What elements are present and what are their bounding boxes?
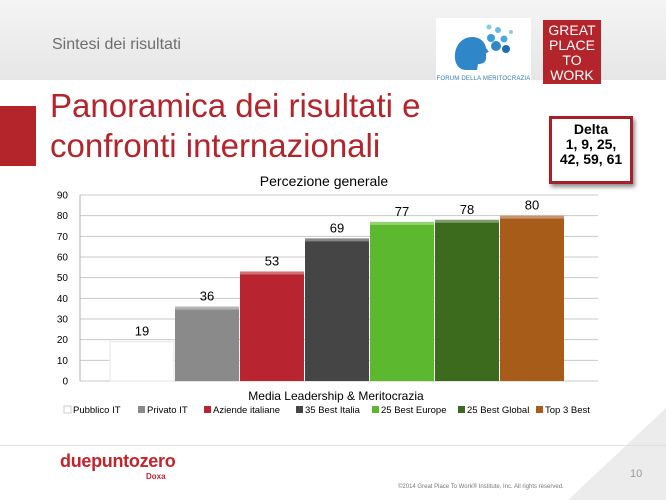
legend-swatch xyxy=(536,406,543,413)
legend-label: Pubblico IT xyxy=(73,405,121,416)
doxa-logo: Doxa xyxy=(146,472,166,481)
y-tick-label: 60 xyxy=(57,253,69,264)
page-number: 10 xyxy=(630,468,643,480)
data-label: 77 xyxy=(395,204,409,219)
bar-top-highlight xyxy=(305,238,369,242)
legend-swatch xyxy=(458,406,465,413)
legend-swatch xyxy=(372,406,379,413)
bar-top-highlight xyxy=(435,219,499,223)
y-tick-label: 40 xyxy=(57,294,69,305)
data-label: 53 xyxy=(265,253,279,268)
section-label: Sintesi dei risultati xyxy=(52,36,181,53)
forum-head-icon xyxy=(454,24,513,70)
y-tick-label: 70 xyxy=(57,232,69,243)
delta-line: 42, 59, 61 xyxy=(559,151,623,167)
y-tick-label: 50 xyxy=(57,273,69,284)
y-tick-label: 30 xyxy=(57,315,69,326)
x-axis-label: Media Leadership & Meritocrazia xyxy=(248,389,424,403)
legend-swatch xyxy=(63,405,72,414)
bar-top-highlight xyxy=(110,341,174,345)
delta-callout: Delta 1, 9, 25, 42, 59, 61 xyxy=(549,116,633,184)
forum-logo-text: FORUM DELLA MERITOCRAZIA xyxy=(436,76,531,82)
gptw-line: PLACE xyxy=(549,37,595,53)
bar-chart: Percezione generale 0 10 20 30 40 50 60 70 80 90 19… xyxy=(57,173,598,416)
bar xyxy=(435,219,499,381)
y-tick-label: 90 xyxy=(57,191,69,202)
bar xyxy=(305,238,369,381)
title-accent-bar xyxy=(0,106,36,166)
data-label: 78 xyxy=(460,202,474,217)
bar-top-highlight xyxy=(175,306,239,310)
legend-label: 35 Best Italia xyxy=(305,405,361,416)
y-tick-label: 80 xyxy=(57,211,69,222)
data-label: 36 xyxy=(200,289,214,304)
bar-top-highlight xyxy=(240,271,304,275)
legend-label: Top 3 Best xyxy=(545,405,590,416)
great-place-to-work-logo: GREAT PLACE TO WORK xyxy=(543,20,601,84)
page-title: Panoramica dei risultati e confronti int… xyxy=(50,87,421,164)
legend-swatch xyxy=(138,406,145,413)
data-label: 19 xyxy=(135,324,149,339)
legend-swatch xyxy=(296,406,303,413)
gptw-line: WORK xyxy=(550,67,594,83)
data-label: 80 xyxy=(525,198,539,213)
gptw-line: TO xyxy=(562,52,582,68)
bar xyxy=(240,271,304,381)
y-tick-label: 20 xyxy=(57,335,69,346)
chart-title: Percezione generale xyxy=(260,173,389,189)
legend-swatch xyxy=(204,406,211,413)
delta-heading: Delta xyxy=(573,121,609,137)
copyright: ©2014 Great Place To Work® Institute, In… xyxy=(398,484,564,490)
duepuntozero-logo: duepuntozero xyxy=(60,451,176,471)
corner-decoration xyxy=(568,408,666,500)
bar xyxy=(109,341,175,382)
delta-line: 1, 9, 25, xyxy=(565,136,617,152)
bar-top-highlight xyxy=(370,221,434,225)
legend-label: Privato IT xyxy=(147,405,188,416)
forum-meritocrazia-logo: FORUM DELLA MERITOCRAZIA xyxy=(436,18,531,86)
legend-label: 25 Best Global xyxy=(467,405,529,416)
bar xyxy=(175,306,239,381)
data-label: 69 xyxy=(330,220,344,235)
bar xyxy=(370,221,434,381)
legend-label: 25 Best Europe xyxy=(381,405,447,416)
y-tick-label: 10 xyxy=(57,356,69,367)
legend-label: Aziende italiane xyxy=(213,405,280,416)
bar xyxy=(500,215,564,381)
footer-divider xyxy=(0,445,666,446)
bar-top-highlight xyxy=(500,215,564,219)
gptw-line: GREAT xyxy=(548,22,596,38)
y-tick-label: 0 xyxy=(62,377,68,388)
